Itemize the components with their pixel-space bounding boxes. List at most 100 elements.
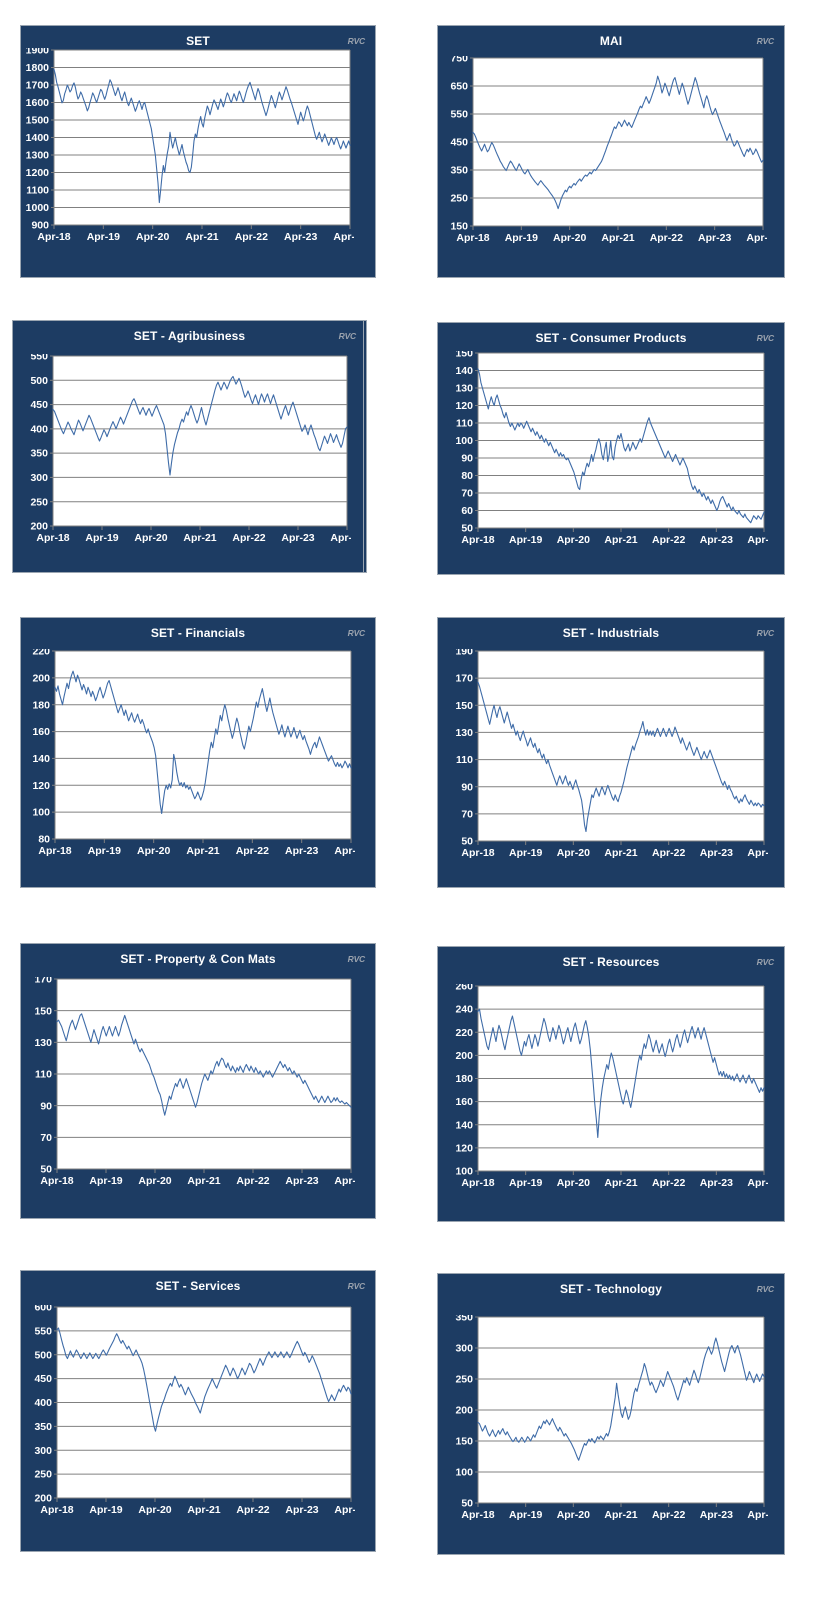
y-axis-tick-label: 90 [40, 1100, 52, 1112]
series-line-set-agribusiness [52, 375, 348, 476]
chart-plot-set-technology: 50 100 150 200 250 300 350 Apr-18 Apr-19 Apr-20 Ap… [455, 1315, 768, 1521]
x-axis-tick-label: Apr-20 [136, 231, 169, 243]
x-axis-tick-label: Apr-23 [700, 534, 733, 546]
x-axis-tick-label: Apr-21 [187, 1175, 220, 1187]
y-axis-tick-label: 200 [30, 521, 48, 533]
x-axis-tick-label: Apr-23 [700, 1177, 733, 1189]
y-axis-tick-label: 500 [30, 375, 48, 387]
y-axis-tick-label: 120 [455, 400, 473, 412]
y-axis-tick-label: 100 [455, 435, 473, 447]
y-axis-tick-label: 150 [455, 1436, 473, 1448]
y-axis-tick-label: 1200 [26, 167, 50, 179]
x-axis-tick-label: Apr-20 [138, 1175, 171, 1187]
x-axis-tick-label: Apr-21 [185, 231, 218, 243]
y-axis-tick-label: 70 [461, 808, 473, 820]
y-axis-tick-label: 300 [455, 1343, 473, 1355]
x-axis-tick-label: Apr-21 [187, 1504, 220, 1516]
y-axis-tick-label: 250 [455, 1374, 473, 1386]
series-line-set-property-con-mats [56, 1013, 352, 1116]
x-axis-tick-label: Apr-18 [40, 1175, 73, 1187]
y-axis-tick-label: 350 [455, 1315, 473, 1324]
x-axis-tick-label: Apr-19 [509, 534, 542, 546]
y-axis-tick-label: 100 [455, 1166, 473, 1178]
watermark-rvc-set-property-con-mats: RVC [347, 954, 366, 964]
x-axis-tick-label: Apr-19 [87, 231, 120, 243]
x-axis-tick-label: Apr-23 [285, 1175, 318, 1187]
y-axis-tick-label: 600 [34, 1305, 52, 1314]
x-axis-tick-label: Apr-19 [509, 847, 542, 859]
y-axis-tick-label: 50 [461, 523, 473, 535]
watermark-rvc-mai: RVC [756, 36, 775, 46]
series-line-set-industrials [477, 681, 765, 833]
y-axis-tick-label: 550 [30, 354, 48, 363]
x-axis-tick-label: Apr-19 [89, 1175, 122, 1187]
x-axis-tick-label: Apr-23 [284, 231, 317, 243]
x-axis-tick-label: Apr-19 [509, 1509, 542, 1521]
chart-title-set-property-con-mats: SET - Property & Con Mats [120, 952, 276, 966]
y-axis-tick-label: 130 [34, 1037, 52, 1049]
y-axis-tick-label: 50 [461, 836, 473, 848]
x-axis-tick-label: Apr-21 [183, 532, 216, 544]
y-axis-tick-label: 200 [455, 1050, 473, 1062]
x-axis-tick-label: Apr-22 [652, 1177, 685, 1189]
x-axis-tick-label: Apr-20 [138, 1504, 171, 1516]
y-axis-tick-label: 300 [30, 472, 48, 484]
panel-separator-line [363, 320, 364, 573]
y-axis-tick-label: 100 [455, 1467, 473, 1479]
y-axis-tick-label: 70 [461, 488, 473, 500]
x-axis-tick-label: Apr-18 [37, 231, 70, 243]
y-axis-tick-label: 1100 [26, 185, 49, 197]
y-axis-tick-label: 450 [34, 1373, 52, 1385]
x-axis-tick-label: Apr-24 [334, 845, 355, 857]
x-axis-tick-label: Apr-21 [604, 1177, 637, 1189]
x-axis-tick-label: Apr-20 [553, 232, 586, 244]
y-axis-tick-label: 180 [455, 1073, 473, 1085]
y-axis-tick-label: 120 [455, 1142, 473, 1154]
x-axis-tick-label: Apr-23 [700, 847, 733, 859]
y-axis-tick-label: 110 [456, 754, 473, 766]
x-axis-tick-label: Apr-19 [509, 1177, 542, 1189]
y-axis-tick-label: 140 [455, 1119, 473, 1131]
x-axis-tick-label: Apr-18 [36, 532, 69, 544]
x-axis-tick-label: Apr-21 [601, 232, 634, 244]
series-line-set-financials [54, 670, 352, 815]
x-axis-tick-label: Apr-18 [38, 845, 71, 857]
y-axis-tick-label: 50 [461, 1498, 473, 1510]
y-axis-tick-label: 100 [32, 807, 50, 819]
y-axis-tick-label: 1600 [26, 97, 50, 109]
x-axis-tick-label: Apr-22 [652, 1509, 685, 1521]
x-axis-tick-label: Apr-19 [505, 232, 538, 244]
x-axis-tick-label: Apr-22 [652, 534, 685, 546]
y-axis-tick-label: 1800 [26, 62, 50, 74]
x-axis-tick-label: Apr-24 [746, 232, 767, 244]
y-axis-tick-label: 130 [455, 727, 473, 739]
y-axis-tick-label: 150 [455, 700, 473, 712]
x-axis-tick-label: Apr-18 [461, 534, 494, 546]
x-axis-tick-label: Apr-23 [285, 845, 318, 857]
y-axis-tick-label: 1000 [26, 202, 50, 214]
y-axis-tick-label: 250 [30, 496, 48, 508]
x-axis-tick-label: Apr-22 [232, 532, 265, 544]
y-axis-tick-label: 350 [30, 448, 48, 460]
watermark-rvc-set-consumer-products: RVC [756, 333, 775, 343]
x-axis-tick-label: Apr-20 [557, 847, 590, 859]
x-axis-tick-label: Apr-21 [604, 847, 637, 859]
y-axis-tick-label: 170 [455, 673, 473, 685]
x-axis-tick-label: Apr-19 [85, 532, 118, 544]
x-axis-tick-label: Apr-20 [557, 1177, 590, 1189]
y-axis-tick-label: 450 [30, 399, 48, 411]
chart-plot-set-property-con-mats: 50 70 90 110 130 150 170 Apr-18 Apr-19 Apr-20 Apr-… [34, 977, 355, 1187]
x-axis-tick-label: Apr-22 [650, 232, 683, 244]
series-line-set-services [56, 1327, 352, 1432]
y-axis-tick-label: 150 [455, 351, 473, 360]
x-axis-tick-label: Apr-23 [700, 1509, 733, 1521]
y-axis-tick-label: 200 [32, 672, 50, 684]
x-axis-tick-label: Apr-24 [333, 231, 354, 243]
chart-plot-set: 900 1000 1100 1200 1300 1400 1500 1600 1700 1800 1… [26, 48, 354, 243]
y-axis-tick-label: 70 [40, 1132, 52, 1144]
chart-plot-mai: 150 250 350 450 550 650 750 Apr-18 Apr-19 Apr-20 A… [450, 56, 767, 244]
x-axis-tick-label: Apr-22 [236, 1175, 269, 1187]
y-axis-tick-label: 300 [34, 1445, 52, 1457]
x-axis-tick-label: Apr-23 [698, 232, 731, 244]
